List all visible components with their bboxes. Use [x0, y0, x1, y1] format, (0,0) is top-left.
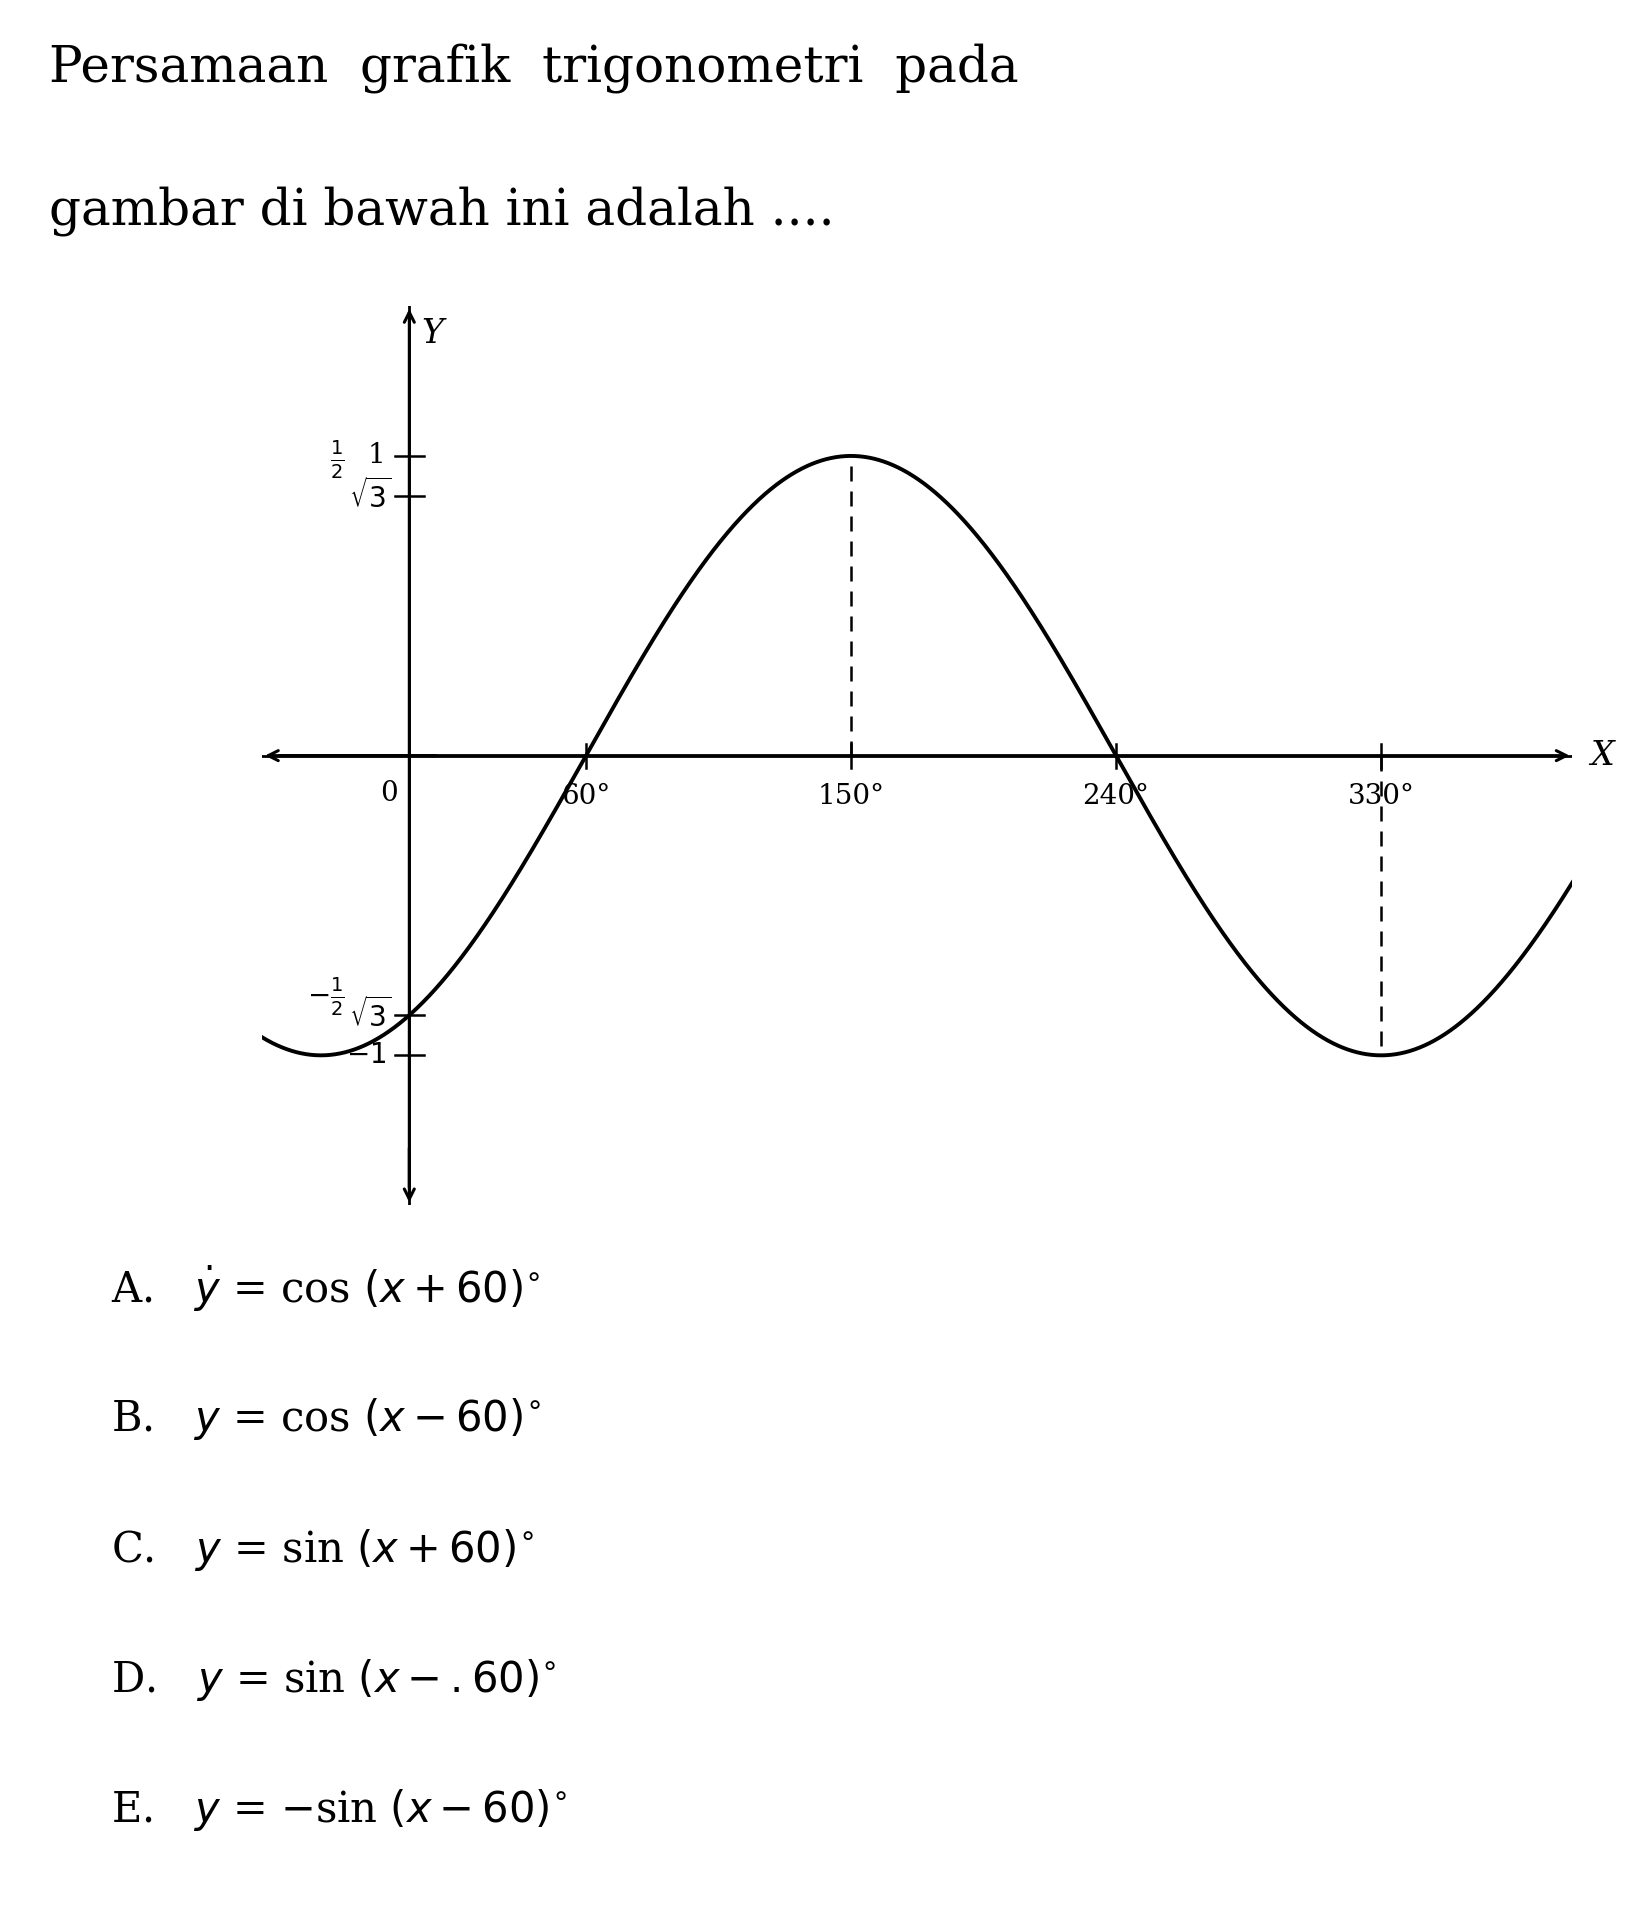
- Text: 150°: 150°: [817, 782, 885, 809]
- Text: $\sqrt{3}$: $\sqrt{3}$: [349, 478, 391, 515]
- Text: D.   $y$ = sin $(x - .60)^{\circ}$: D. $y$ = sin $(x - .60)^{\circ}$: [111, 1657, 557, 1703]
- Text: B.   $y$ = cos $(x - 60)^{\circ}$: B. $y$ = cos $(x - 60)^{\circ}$: [111, 1396, 541, 1442]
- Text: X: X: [1590, 740, 1613, 771]
- Text: 60°: 60°: [562, 782, 611, 809]
- Text: Y: Y: [421, 318, 444, 350]
- Text: $-1$: $-1$: [346, 1043, 387, 1069]
- Text: Persamaan  grafik  trigonometri  pada: Persamaan grafik trigonometri pada: [49, 44, 1019, 94]
- Text: 330°: 330°: [1348, 782, 1415, 809]
- Text: 240°: 240°: [1083, 782, 1150, 809]
- Text: 1: 1: [369, 442, 387, 469]
- Text: gambar di bawah ini adalah ....: gambar di bawah ini adalah ....: [49, 187, 835, 237]
- Text: $\sqrt{3}$: $\sqrt{3}$: [349, 997, 391, 1033]
- Text: E.   $y$ = $-$sin $(x - 60)^{\circ}$: E. $y$ = $-$sin $(x - 60)^{\circ}$: [111, 1787, 567, 1833]
- Text: 0: 0: [380, 781, 398, 807]
- Text: $-\frac{1}{2}$: $-\frac{1}{2}$: [306, 976, 344, 1018]
- Text: $\frac{1}{2}$: $\frac{1}{2}$: [331, 440, 344, 482]
- Text: A.   $\dot{y}$ = cos $(x + 60)^{\circ}$: A. $\dot{y}$ = cos $(x + 60)^{\circ}$: [111, 1264, 541, 1314]
- Text: C.   $y$ = sin $(x + 60)^{\circ}$: C. $y$ = sin $(x + 60)^{\circ}$: [111, 1527, 534, 1572]
